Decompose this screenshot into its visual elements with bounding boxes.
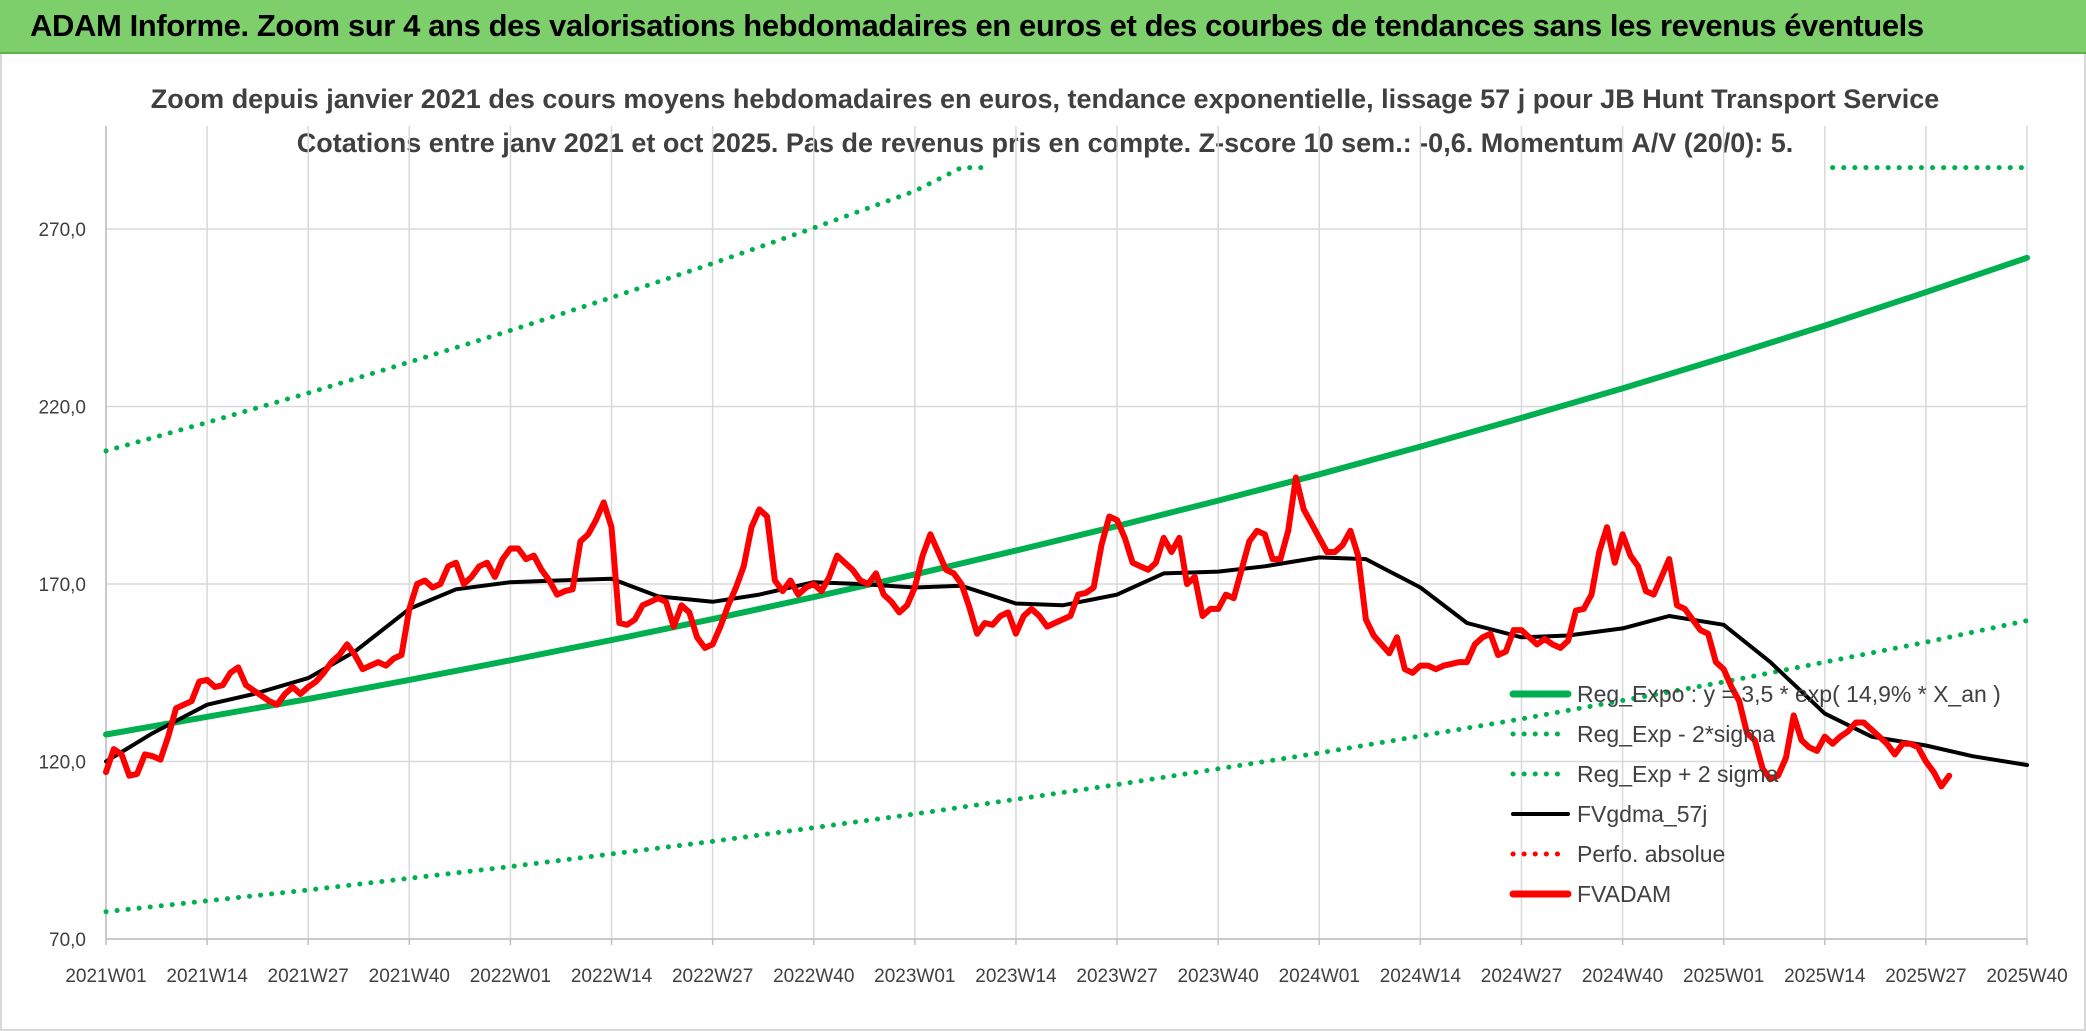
y-tick-label: 70,0 — [49, 930, 86, 951]
series-1 — [103, 618, 2030, 915]
series-0 — [103, 254, 2030, 738]
series-line — [103, 474, 1953, 790]
x-tick-label: 2023W14 — [975, 966, 1057, 987]
x-tick-label: 2021W01 — [65, 966, 146, 987]
x-tick-label: 2025W14 — [1784, 966, 1866, 987]
x-tick-label: 2024W01 — [1279, 966, 1360, 987]
x-tick-label: 2021W14 — [166, 966, 248, 987]
legend-label: Reg_Exp - 2*sigma — [1577, 721, 1775, 747]
gridlines — [105, 126, 2028, 940]
x-tick-label: 2021W40 — [369, 966, 450, 987]
legend-label: Reg_Expo : y = 3,5 * exp( 14,9% * X_an ) — [1577, 681, 2001, 707]
y-tick-label: 270,0 — [38, 220, 86, 241]
x-tick-label: 2022W14 — [571, 966, 653, 987]
x-tick-label: 2024W14 — [1380, 966, 1462, 987]
y-tick-label: 120,0 — [38, 753, 86, 774]
legend: Reg_Expo : y = 3,5 * exp( 14,9% * X_an )… — [1509, 681, 2001, 907]
x-tick-label: 2025W01 — [1683, 966, 1764, 987]
series-2 — [103, 165, 2030, 454]
series-line — [103, 165, 988, 454]
series-5 — [103, 474, 1953, 790]
banner: ADAM Informe. Zoom sur 4 ans des valoris… — [0, 0, 2086, 54]
x-tick-label: 2023W27 — [1076, 966, 1157, 987]
x-tick-label: 2021W27 — [268, 966, 349, 987]
chart-subtitle-2: Cotations entre janv 2021 et oct 2025. P… — [297, 128, 1794, 158]
series-line — [103, 618, 2030, 915]
series-line — [104, 555, 2029, 767]
x-tick-label: 2024W27 — [1481, 966, 1562, 987]
x-tick-label: 2025W27 — [1885, 966, 1966, 987]
series-line — [103, 254, 2030, 738]
legend-label: Reg_Exp + 2 sigma — [1577, 761, 1779, 787]
legend-label: FVADAM — [1577, 881, 1671, 907]
axes: 70,0 120,0 170,0 220,0 270,0 2021W01 2021W14 20… — [38, 126, 2068, 987]
x-tick-label: 2025W40 — [1986, 966, 2067, 987]
series-layer — [103, 165, 2030, 915]
y-tick-label: 220,0 — [38, 398, 86, 419]
legend-label: Perfo. absolue — [1577, 841, 1725, 867]
x-tick-label: 2022W01 — [470, 966, 551, 987]
x-tick-label: 2022W40 — [773, 966, 854, 987]
series-3 — [104, 555, 2029, 767]
x-tick-label: 2022W27 — [672, 966, 753, 987]
banner-title: ADAM Informe. Zoom sur 4 ans des valoris… — [30, 8, 1924, 43]
x-tick-label: 2024W40 — [1582, 966, 1663, 987]
y-tick-label: 170,0 — [38, 575, 86, 596]
x-tick-label: 2023W01 — [874, 966, 955, 987]
chart-subtitle-1: Zoom depuis janvier 2021 des cours moyen… — [151, 84, 1940, 114]
x-tick-label: 2023W40 — [1177, 966, 1258, 987]
legend-label: FVgdma_57j — [1577, 801, 1707, 827]
